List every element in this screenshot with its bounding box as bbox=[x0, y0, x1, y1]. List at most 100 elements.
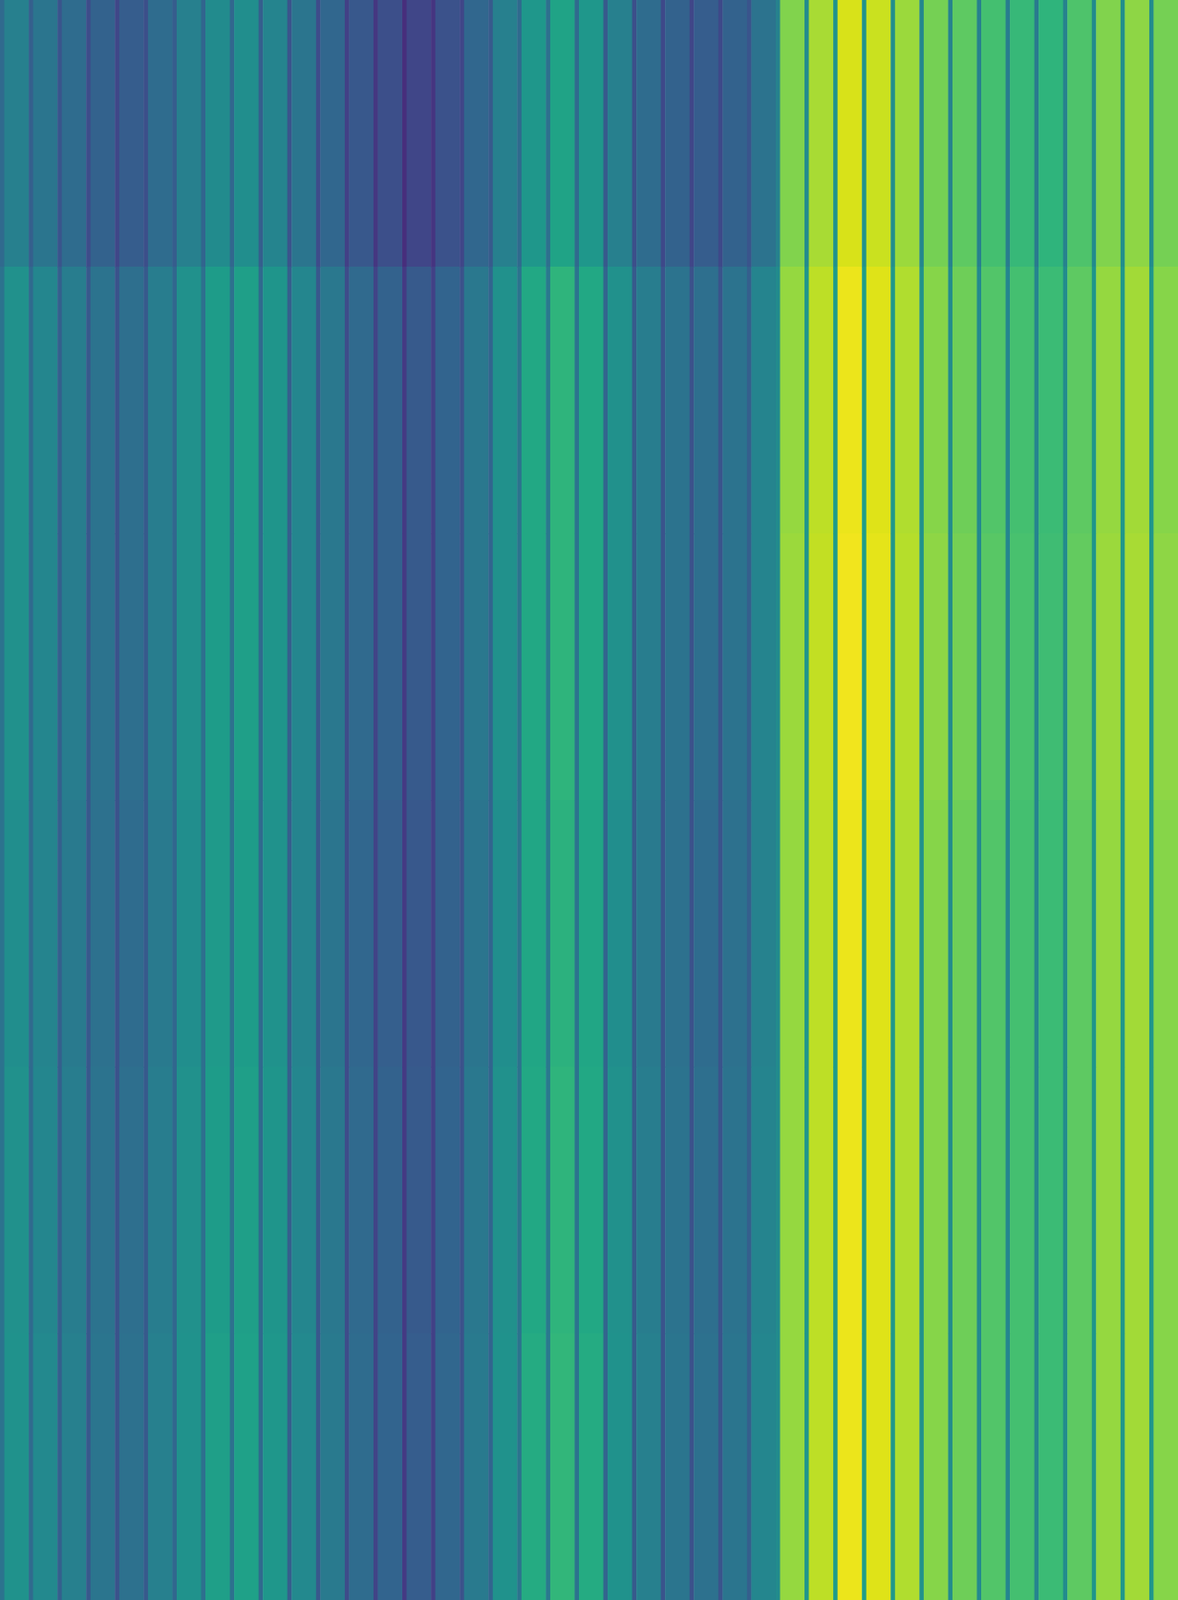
heatmap-cell bbox=[406, 266, 432, 535]
heatmap-cell bbox=[804, 533, 810, 801]
heatmap-cell bbox=[664, 1066, 690, 1334]
heatmap-cell bbox=[775, 1332, 781, 1600]
heatmap-cell bbox=[1092, 1332, 1097, 1600]
heatmap-cell bbox=[775, 1066, 781, 1334]
heatmap-cell bbox=[952, 266, 978, 535]
heatmap-cell bbox=[1149, 266, 1155, 535]
heatmap-cell bbox=[148, 0, 173, 268]
heatmap-cell bbox=[804, 1332, 810, 1600]
heatmap-cell bbox=[866, 1332, 892, 1600]
heatmap-cell bbox=[320, 1332, 345, 1600]
heatmap-cell bbox=[976, 1332, 982, 1600]
heatmap-cell bbox=[205, 799, 231, 1068]
heatmap-cell bbox=[747, 0, 752, 268]
heatmap-cell bbox=[750, 1066, 776, 1334]
heatmap-cell bbox=[291, 1066, 317, 1334]
heatmap-cell bbox=[664, 799, 690, 1068]
heatmap-cell bbox=[90, 1066, 116, 1334]
heatmap-cell bbox=[890, 1332, 896, 1600]
heatmap-cell bbox=[1034, 1332, 1040, 1600]
heatmap-cell bbox=[464, 799, 490, 1068]
heatmap-cell bbox=[861, 533, 867, 801]
heatmap-cell bbox=[947, 1332, 953, 1600]
heatmap-cell bbox=[62, 1332, 87, 1600]
heatmap-cell bbox=[947, 0, 953, 268]
heatmap-cell bbox=[114, 1332, 120, 1600]
heatmap-cell bbox=[435, 1332, 461, 1600]
heatmap-cell bbox=[632, 1066, 638, 1334]
heatmap-cell bbox=[402, 266, 407, 535]
heatmap-cell bbox=[545, 1066, 551, 1334]
heatmap-cell bbox=[636, 0, 662, 268]
heatmap-cell bbox=[4, 533, 30, 801]
heatmap-cell bbox=[574, 1066, 579, 1334]
heatmap-cell bbox=[492, 533, 518, 801]
heatmap-cell bbox=[890, 799, 896, 1068]
heatmap-cell bbox=[320, 533, 345, 801]
heatmap-cell bbox=[348, 533, 374, 801]
heatmap-cell bbox=[693, 266, 719, 535]
heatmap-cell bbox=[919, 533, 924, 801]
heatmap-cell bbox=[804, 799, 810, 1068]
heatmap-cell bbox=[57, 1066, 63, 1334]
heatmap-cell bbox=[1149, 1066, 1155, 1334]
heatmap-cell bbox=[377, 1066, 403, 1334]
heatmap-cell bbox=[861, 0, 867, 268]
heatmap-cell bbox=[1124, 1332, 1150, 1600]
heatmap-cell bbox=[348, 266, 374, 535]
heatmap-cell bbox=[4, 1066, 30, 1334]
heatmap-cell bbox=[234, 266, 259, 535]
heatmap-cell bbox=[1092, 799, 1097, 1068]
heatmap-cell bbox=[316, 533, 322, 801]
heatmap-cell bbox=[373, 533, 379, 801]
heatmap-cell bbox=[316, 799, 322, 1068]
heatmap-cell bbox=[603, 1066, 609, 1334]
heatmap-cell bbox=[521, 1066, 547, 1334]
heatmap-cell bbox=[636, 266, 662, 535]
heatmap-cell bbox=[837, 533, 863, 801]
heatmap-cell bbox=[287, 266, 293, 535]
heatmap-cell bbox=[521, 533, 547, 801]
heatmap-cell bbox=[33, 1066, 59, 1334]
heatmap-cell bbox=[689, 799, 695, 1068]
heatmap-cell bbox=[636, 533, 662, 801]
heatmap-cell bbox=[890, 1066, 896, 1334]
heatmap-cell bbox=[661, 266, 666, 535]
heatmap-cell bbox=[348, 0, 374, 268]
heatmap-cell bbox=[148, 1066, 173, 1334]
heatmap-cell bbox=[176, 266, 202, 535]
heatmap-cell bbox=[435, 799, 461, 1068]
heatmap-cell bbox=[632, 1332, 638, 1600]
heatmap-cell bbox=[1067, 1066, 1093, 1334]
heatmap-cell bbox=[952, 0, 978, 268]
heatmap-cell bbox=[1034, 1066, 1040, 1334]
heatmap-cell bbox=[1006, 266, 1011, 535]
heatmap-cell bbox=[837, 266, 863, 535]
heatmap-cell bbox=[923, 0, 949, 268]
heatmap-cell bbox=[981, 799, 1007, 1068]
heatmap-cell bbox=[0, 533, 5, 801]
heatmap-cell bbox=[287, 533, 293, 801]
heatmap-cell bbox=[1067, 0, 1093, 268]
heatmap-cell bbox=[1120, 533, 1126, 801]
heatmap-cell bbox=[578, 0, 604, 268]
heatmap-cell bbox=[57, 533, 63, 801]
heatmap-cell bbox=[344, 1066, 350, 1334]
heatmap-cell bbox=[952, 533, 978, 801]
heatmap-cell bbox=[459, 1332, 465, 1600]
heatmap-cell bbox=[406, 533, 432, 801]
heatmap-cell bbox=[722, 0, 748, 268]
heatmap-cell bbox=[1034, 266, 1040, 535]
heatmap-cell bbox=[377, 266, 403, 535]
heatmap-cell bbox=[923, 1332, 949, 1600]
heatmap-cell bbox=[464, 266, 490, 535]
heatmap-cell bbox=[1038, 533, 1064, 801]
heatmap-cell bbox=[664, 0, 690, 268]
heatmap-cell bbox=[1149, 533, 1155, 801]
heatmap-cell bbox=[866, 0, 892, 268]
heatmap-cell bbox=[804, 1066, 810, 1334]
heatmap-cell bbox=[1120, 1066, 1126, 1334]
heatmap-cell bbox=[895, 1066, 921, 1334]
heatmap-cell bbox=[779, 533, 805, 801]
heatmap-cell bbox=[201, 533, 207, 801]
